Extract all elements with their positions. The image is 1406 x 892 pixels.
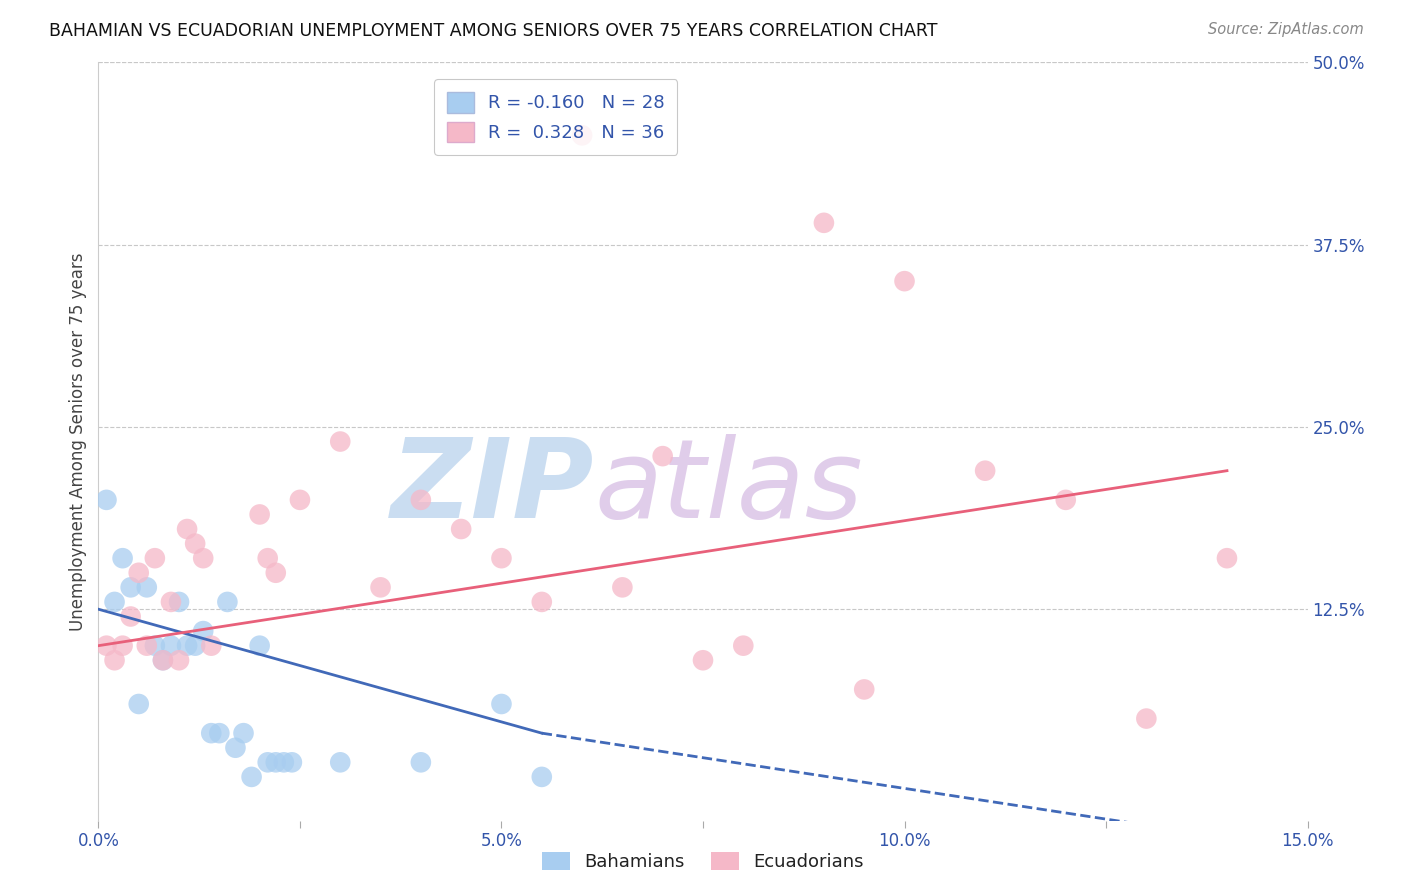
Point bbox=[240, 770, 263, 784]
Point bbox=[120, 609, 142, 624]
Point bbox=[409, 492, 432, 507]
Point bbox=[329, 756, 352, 770]
Point bbox=[111, 639, 134, 653]
Point bbox=[193, 551, 215, 566]
Point bbox=[120, 580, 142, 594]
Point bbox=[152, 653, 174, 667]
Point bbox=[491, 551, 513, 566]
Point bbox=[409, 756, 432, 770]
Point bbox=[176, 522, 198, 536]
Point bbox=[974, 464, 997, 478]
Text: atlas: atlas bbox=[595, 434, 863, 541]
Legend: R = -0.160   N = 28, R =  0.328   N = 36: R = -0.160 N = 28, R = 0.328 N = 36 bbox=[434, 79, 678, 155]
Point bbox=[152, 653, 174, 667]
Point bbox=[281, 756, 304, 770]
Point bbox=[135, 580, 157, 594]
Point bbox=[571, 128, 593, 143]
Point bbox=[256, 551, 278, 566]
Point bbox=[249, 639, 271, 653]
Text: BAHAMIAN VS ECUADORIAN UNEMPLOYMENT AMONG SENIORS OVER 75 YEARS CORRELATION CHAR: BAHAMIAN VS ECUADORIAN UNEMPLOYMENT AMON… bbox=[49, 22, 938, 40]
Point bbox=[128, 697, 150, 711]
Point bbox=[135, 639, 157, 653]
Text: ZIP: ZIP bbox=[391, 434, 595, 541]
Point bbox=[692, 653, 714, 667]
Point bbox=[232, 726, 254, 740]
Point bbox=[450, 522, 472, 536]
Point bbox=[530, 770, 553, 784]
Point bbox=[264, 566, 287, 580]
Point bbox=[370, 580, 392, 594]
Point bbox=[1216, 551, 1239, 566]
Point bbox=[184, 639, 207, 653]
Point bbox=[111, 551, 134, 566]
Point bbox=[143, 639, 166, 653]
Point bbox=[288, 492, 311, 507]
Point bbox=[224, 740, 246, 755]
Point bbox=[651, 449, 673, 463]
Point bbox=[128, 566, 150, 580]
Point bbox=[103, 653, 125, 667]
Point bbox=[612, 580, 634, 594]
Point bbox=[208, 726, 231, 740]
Point bbox=[491, 697, 513, 711]
Point bbox=[853, 682, 876, 697]
Legend: Bahamians, Ecuadorians: Bahamians, Ecuadorians bbox=[536, 845, 870, 879]
Point bbox=[184, 536, 207, 550]
Text: Source: ZipAtlas.com: Source: ZipAtlas.com bbox=[1208, 22, 1364, 37]
Point bbox=[193, 624, 215, 639]
Point bbox=[264, 756, 287, 770]
Point bbox=[200, 639, 222, 653]
Point bbox=[273, 756, 295, 770]
Point bbox=[893, 274, 915, 288]
Point bbox=[217, 595, 239, 609]
Point bbox=[1135, 712, 1157, 726]
Point bbox=[96, 639, 118, 653]
Point bbox=[733, 639, 755, 653]
Point bbox=[249, 508, 271, 522]
Point bbox=[160, 639, 183, 653]
Point bbox=[1054, 492, 1077, 507]
Point bbox=[167, 653, 190, 667]
Point bbox=[329, 434, 352, 449]
Point bbox=[160, 595, 183, 609]
Point bbox=[256, 756, 278, 770]
Point bbox=[143, 551, 166, 566]
Point bbox=[176, 639, 198, 653]
Y-axis label: Unemployment Among Seniors over 75 years: Unemployment Among Seniors over 75 years bbox=[69, 252, 87, 631]
Point bbox=[103, 595, 125, 609]
Point bbox=[167, 595, 190, 609]
Point bbox=[96, 492, 118, 507]
Point bbox=[813, 216, 835, 230]
Point bbox=[200, 726, 222, 740]
Point bbox=[530, 595, 553, 609]
